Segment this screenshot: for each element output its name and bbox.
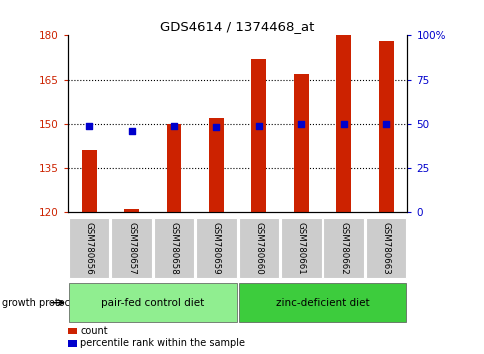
Text: GSM780662: GSM780662 xyxy=(338,222,348,275)
Bar xyxy=(81,150,96,212)
Point xyxy=(297,121,304,127)
Bar xyxy=(209,118,224,212)
Bar xyxy=(335,35,350,212)
Point xyxy=(381,121,389,127)
Point xyxy=(170,123,178,129)
Text: GSM780661: GSM780661 xyxy=(296,222,305,275)
Point xyxy=(339,121,347,127)
Text: pair-fed control diet: pair-fed control diet xyxy=(101,298,204,308)
Text: GSM780660: GSM780660 xyxy=(254,222,263,275)
Text: GSM780658: GSM780658 xyxy=(169,222,178,275)
Bar xyxy=(166,124,181,212)
Text: GSM780659: GSM780659 xyxy=(212,222,221,274)
Point xyxy=(255,123,262,129)
Point xyxy=(212,125,220,130)
Bar xyxy=(251,59,266,212)
Text: percentile rank within the sample: percentile rank within the sample xyxy=(80,338,244,348)
Text: growth protocol: growth protocol xyxy=(2,298,79,308)
Text: count: count xyxy=(80,326,107,336)
Text: GSM780657: GSM780657 xyxy=(127,222,136,275)
Text: GSM780656: GSM780656 xyxy=(84,222,93,275)
Point xyxy=(127,128,135,134)
Text: zinc-deficient diet: zinc-deficient diet xyxy=(275,298,369,308)
Bar xyxy=(378,41,393,212)
Point xyxy=(85,123,93,129)
Text: GSM780663: GSM780663 xyxy=(381,222,390,275)
Title: GDS4614 / 1374468_at: GDS4614 / 1374468_at xyxy=(160,20,314,33)
Bar xyxy=(293,74,308,212)
Bar xyxy=(124,210,139,212)
